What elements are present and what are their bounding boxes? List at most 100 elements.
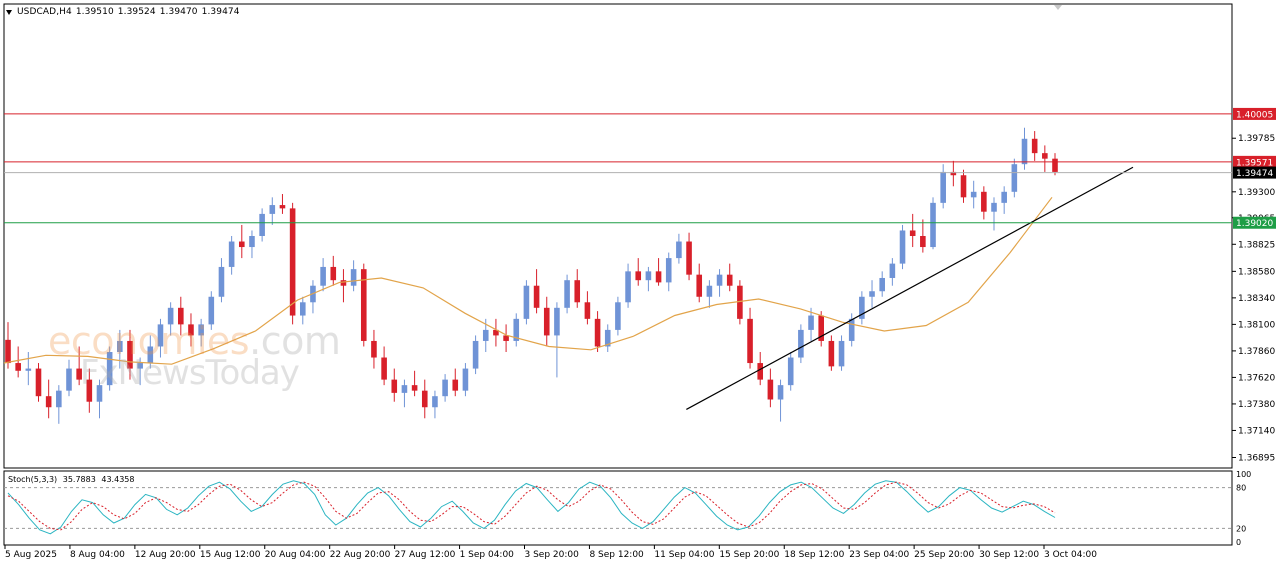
time-label: 1 Sep 04:00 <box>460 550 515 560</box>
candle-bear <box>493 329 499 336</box>
candle-bull <box>56 390 62 408</box>
candle-bear <box>360 269 367 341</box>
symbol-label: USDCAD,H4 <box>17 7 72 17</box>
low-price: 1.39470 <box>159 7 198 17</box>
candle-bear <box>757 363 764 380</box>
price-tick-label: 1.38825 <box>1238 240 1275 250</box>
price-level-label: 1.39474 <box>1236 169 1273 179</box>
candle-bull <box>564 280 570 308</box>
price-tick-label: 1.39785 <box>1238 134 1275 144</box>
candle-bull <box>513 318 520 341</box>
candle-bull <box>147 346 154 364</box>
candle-bull <box>889 263 896 278</box>
price-level-tag <box>1233 155 1276 168</box>
candle-bear <box>178 307 184 325</box>
time-label: 8 Aug 04:00 <box>70 550 125 560</box>
candle-bear <box>1052 158 1058 172</box>
candle-bull <box>879 277 885 292</box>
candle-bull <box>66 368 72 391</box>
candle-bear <box>920 236 926 248</box>
candle-bear <box>5 339 11 364</box>
price-level-label: 1.39571 <box>1236 158 1273 168</box>
candle-bull <box>401 385 408 393</box>
candle-bear <box>35 368 42 397</box>
chart-header: USDCAD,H4 1.39510 1.39524 1.39470 1.3947… <box>4 5 244 19</box>
price-tick-label: 1.37860 <box>1238 347 1275 357</box>
candle-bear <box>950 171 957 176</box>
open-price: 1.39510 <box>75 7 114 17</box>
candle-bear <box>289 208 296 316</box>
candle-bear <box>726 274 733 286</box>
stoch-scale-label: 0 <box>1236 538 1241 547</box>
price-tick-label: 1.37140 <box>1238 426 1275 436</box>
candle-bull <box>808 315 814 330</box>
candle-bull <box>859 296 865 319</box>
candle-bull <box>604 329 611 347</box>
price-level-tag <box>1233 216 1276 229</box>
candle-bear <box>635 271 642 281</box>
candle-bear <box>543 307 550 336</box>
candle-bear <box>574 280 581 303</box>
candle-bull <box>350 269 357 286</box>
candle-bull <box>432 396 438 408</box>
time-label: 20 Aug 04:00 <box>265 550 326 560</box>
candle-bear <box>188 324 194 336</box>
stoch-name: Stoch(5,3,3) <box>8 475 58 484</box>
moving-average-line <box>3 196 1053 365</box>
time-label: 27 Aug 12:00 <box>395 550 456 560</box>
candle-bear <box>239 241 245 248</box>
candle-bear <box>452 379 459 391</box>
candle-bear <box>371 340 377 358</box>
time-label: 3 Sep 20:00 <box>525 550 580 560</box>
stoch-signal-value: 43.4358 <box>101 475 135 484</box>
candle-bull <box>706 285 713 297</box>
candle-bear <box>655 271 662 283</box>
time-label: 15 Aug 12:00 <box>200 550 261 560</box>
candle-bull <box>198 324 204 336</box>
time-label: 25 Sep 20:00 <box>914 550 974 560</box>
stoch-header: Stoch(5,3,3) 35.7883 43.4358 <box>8 475 137 484</box>
candle-bull <box>787 357 794 386</box>
candle-bull <box>615 302 621 330</box>
candle-bear <box>279 205 286 209</box>
candle-bear <box>76 368 82 380</box>
candle-bull <box>25 368 32 371</box>
stoch-main-line <box>7 480 1056 535</box>
candle-bear <box>391 379 398 393</box>
candle-bull <box>299 302 306 316</box>
candle-bull <box>157 324 164 347</box>
stoch-scale-label: 80 <box>1236 484 1246 493</box>
trendline <box>686 166 1134 410</box>
time-label: 5 Aug 2025 <box>5 550 57 560</box>
candle-bull <box>970 191 977 198</box>
candle-bull <box>1021 138 1028 165</box>
candle-bull <box>1001 191 1007 203</box>
candle-bear <box>330 266 337 281</box>
candle-bull <box>848 318 855 341</box>
candle-bull <box>798 329 804 358</box>
price-level-tag <box>1233 166 1276 179</box>
candle-bull <box>472 340 479 369</box>
candle-bear <box>86 379 93 402</box>
candle-bear <box>340 280 347 286</box>
candle-bull <box>716 274 723 286</box>
candle-bear <box>767 379 774 400</box>
candle-bull <box>462 368 469 391</box>
candle-bear <box>15 363 21 371</box>
time-label: 15 Sep 20:00 <box>719 550 779 560</box>
shift-marker-icon <box>1054 5 1062 10</box>
candle-bull <box>777 385 784 400</box>
time-label: 23 Sep 04:00 <box>849 550 909 560</box>
candle-bull <box>482 329 489 341</box>
candle-bear <box>503 335 509 341</box>
candle-bull <box>137 363 143 369</box>
candle-bull <box>228 241 235 267</box>
candle-bear <box>747 318 753 364</box>
candle-bear <box>686 241 692 275</box>
high-price: 1.39524 <box>117 7 156 17</box>
candle-bull <box>625 271 631 303</box>
dropdown-triangle-icon[interactable] <box>6 9 12 15</box>
price-level-label: 1.39020 <box>1236 219 1273 229</box>
